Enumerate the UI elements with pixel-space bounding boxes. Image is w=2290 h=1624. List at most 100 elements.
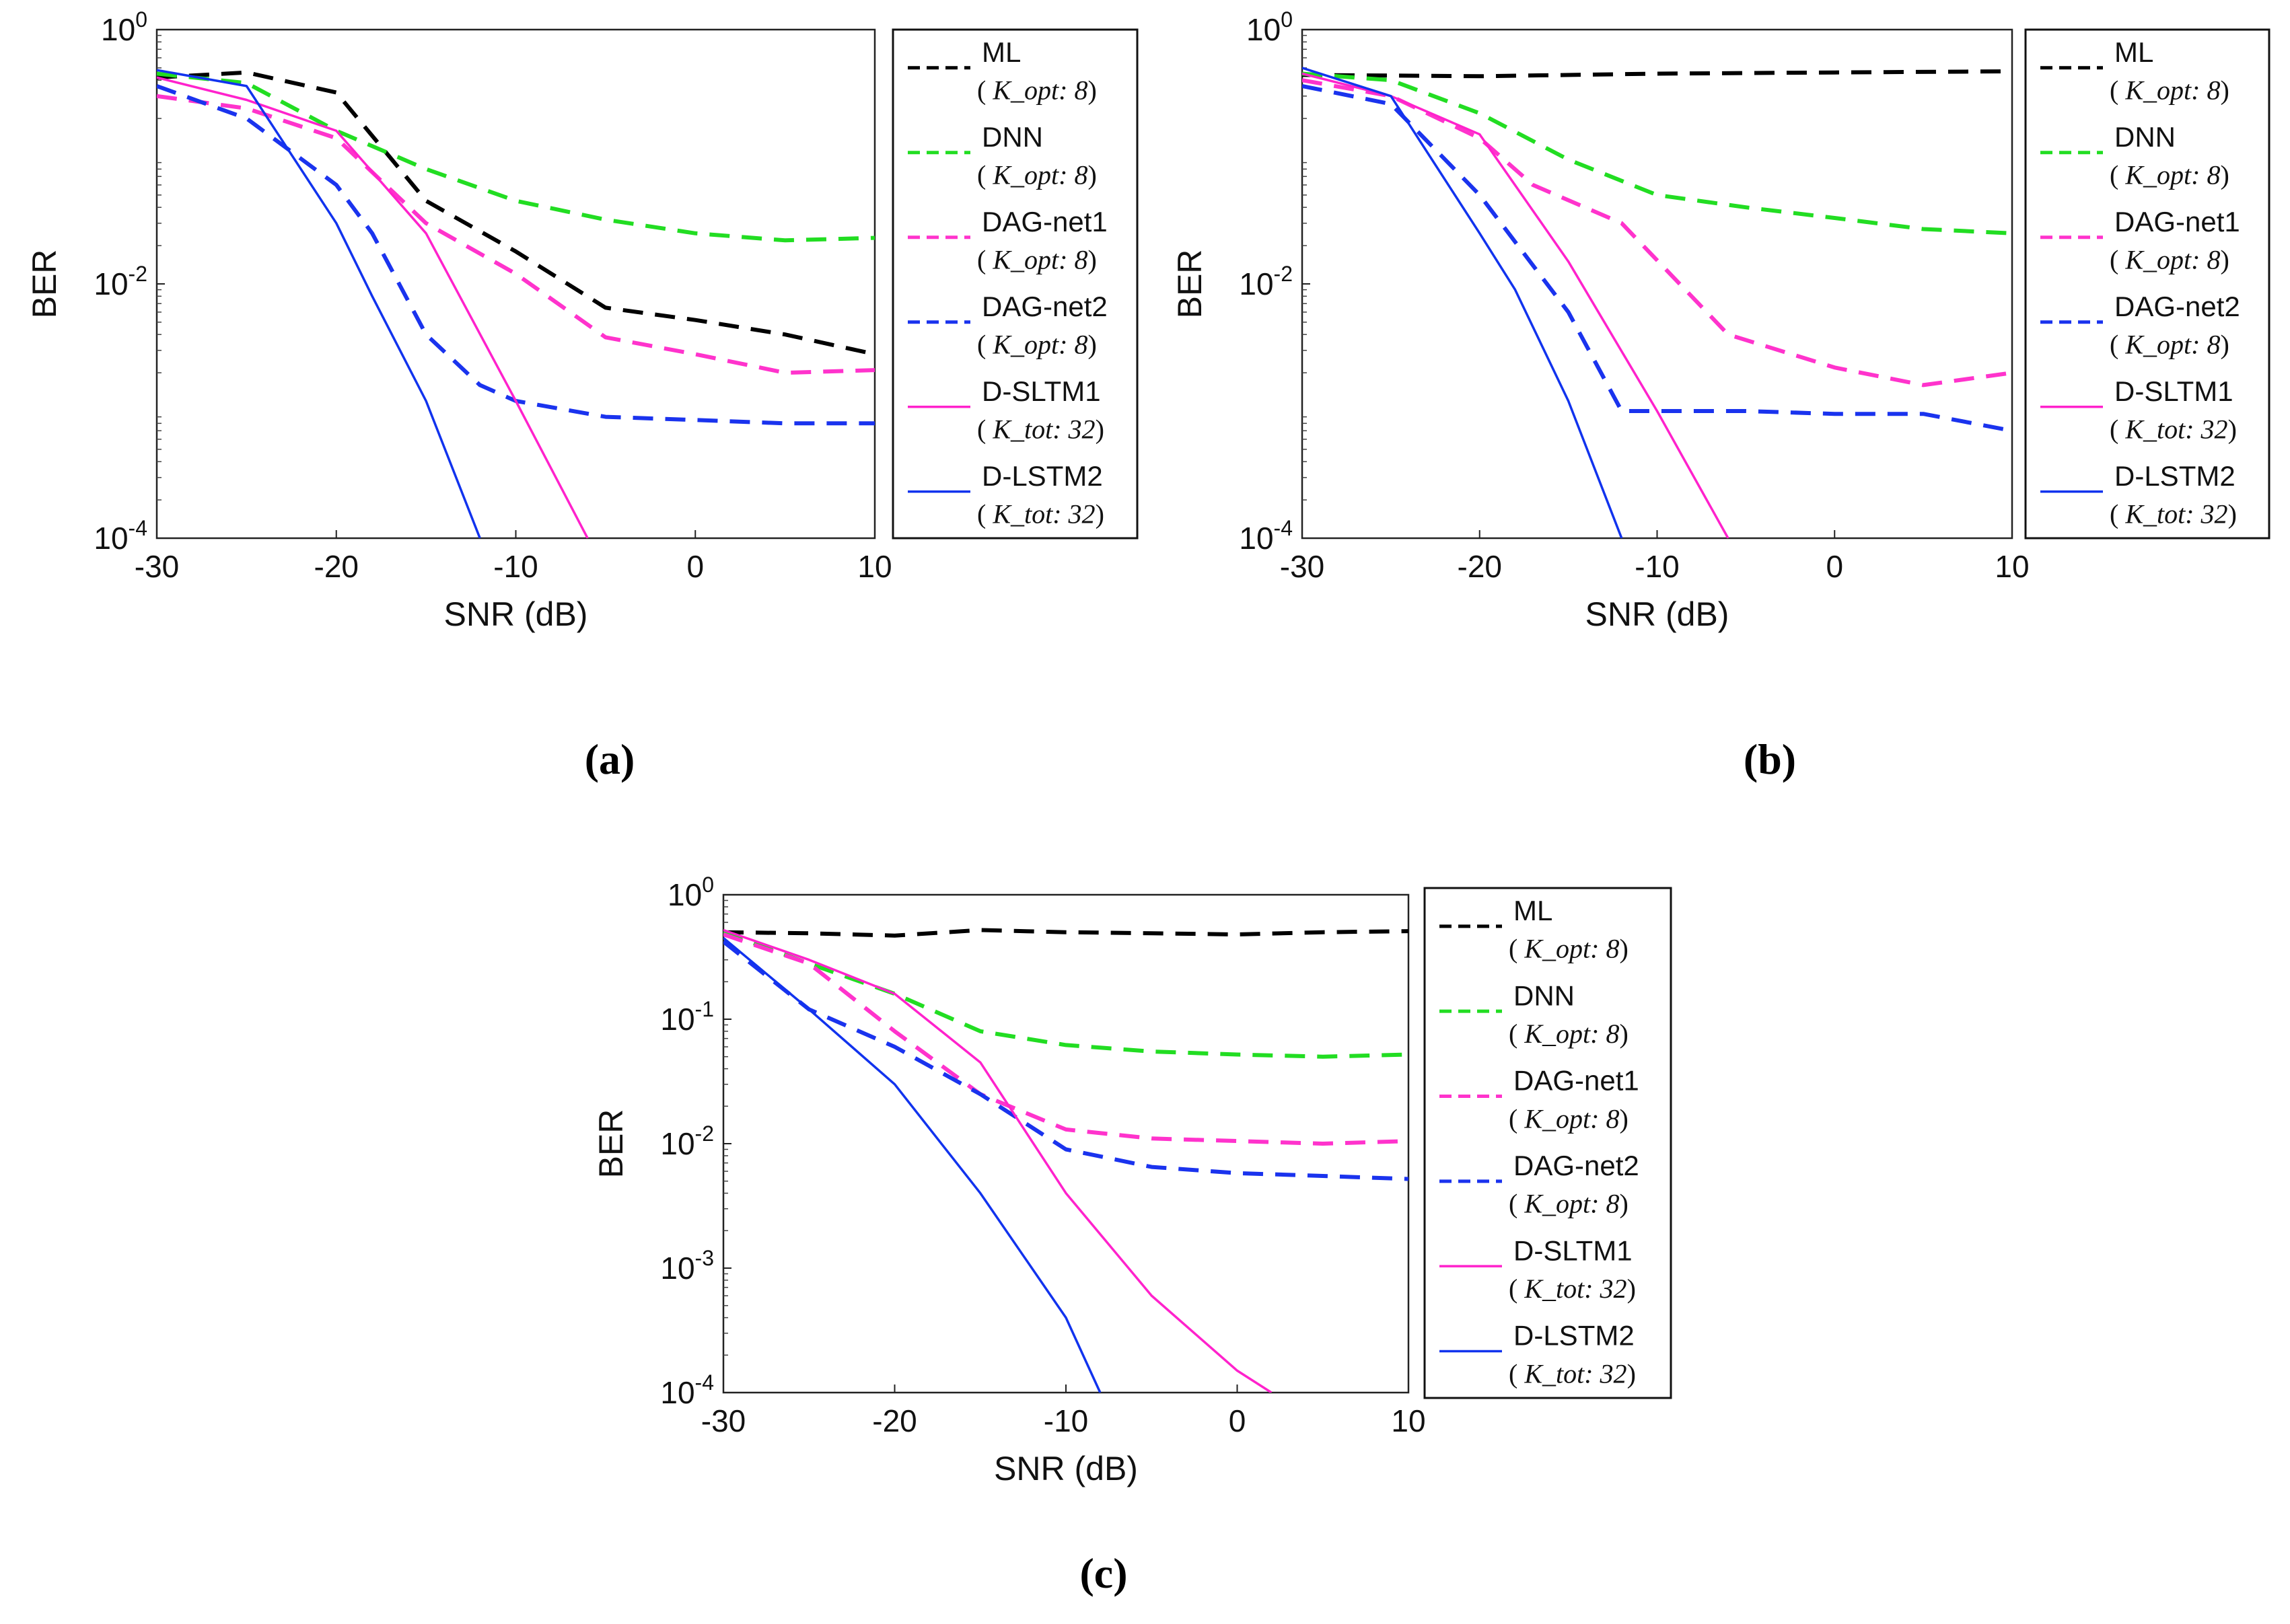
legend-param-text: K_opt: 8: [2124, 244, 2220, 274]
legend-param: ( K_opt: 8): [2110, 159, 2229, 190]
legend-param-close: ): [2228, 414, 2237, 444]
x-tick-label: -20: [1458, 549, 1502, 584]
x-tick-label: 0: [1826, 549, 1843, 584]
y-tick-base: 10: [660, 1375, 694, 1410]
legend-label: ML: [982, 36, 1021, 68]
series-line-dag-net1: [723, 932, 1408, 1146]
legend-param-open: (: [977, 329, 993, 359]
y-tick-base: 10: [94, 266, 128, 301]
legend-param-text: K_tot: 32: [2124, 414, 2227, 444]
x-axis-title: SNR (dB): [444, 595, 588, 633]
y-axis-title: BER: [592, 1109, 630, 1179]
y-tick-base: 10: [94, 521, 128, 556]
legend-param-text: K_tot: 32: [2124, 499, 2227, 529]
legend-param-text: K_opt: 8: [1524, 1103, 1619, 1134]
y-tick-exponent: -1: [695, 997, 714, 1021]
legend-param-text: K_opt: 8: [992, 329, 1087, 359]
x-tick-label: -20: [872, 1403, 917, 1438]
plot-area: [155, 28, 876, 540]
legend-param-text: K_opt: 8: [2124, 75, 2220, 105]
y-tick-label: 10-4: [94, 516, 147, 556]
series-group: [1302, 67, 2012, 538]
legend-param: ( K_opt: 8): [977, 329, 1097, 359]
series-line-d-lstm2: [157, 69, 481, 538]
y-tick-exponent: 0: [702, 873, 714, 897]
y-tick-label: 10-2: [660, 1121, 714, 1161]
legend-param-close: ): [2220, 244, 2229, 274]
plot-area: [1301, 28, 2013, 540]
legend-param-text: K_tot: 32: [992, 414, 1095, 444]
legend-param-text: K_opt: 8: [1524, 1019, 1619, 1049]
x-tick-label: -10: [493, 549, 538, 584]
legend-param-text: K_opt: 8: [2124, 159, 2220, 190]
legend-param-close: ): [1619, 1103, 1628, 1134]
y-tick-base: 10: [660, 1251, 694, 1286]
y-axis-title: BER: [26, 250, 63, 319]
series-line-dnn: [1302, 71, 2012, 235]
x-tick-label: 10: [1391, 1403, 1425, 1438]
legend-param: ( K_tot: 32): [2110, 414, 2237, 444]
legend-label: ML: [2114, 36, 2153, 68]
series-line-ml: [723, 928, 1408, 938]
legend-param-open: (: [1509, 934, 1524, 964]
legend-param: ( K_opt: 8): [2110, 75, 2229, 105]
y-tick-exponent: -4: [695, 1370, 714, 1395]
y-tick-label: 10-4: [1239, 516, 1293, 556]
legend-param-open: (: [1509, 1358, 1524, 1389]
y-tick-label: 10-2: [94, 262, 147, 301]
legend-label: DAG-net2: [982, 291, 1108, 322]
legend-param-text: K_opt: 8: [992, 75, 1087, 105]
x-tick-label: -10: [1635, 549, 1679, 584]
legend-label: DNN: [982, 121, 1043, 153]
legend-label: D-LSTM2: [982, 460, 1103, 492]
series-line-ml: [1302, 69, 2012, 79]
legend-label: DAG-net2: [1513, 1150, 1639, 1181]
legend-param-text: K_tot: 32: [992, 499, 1095, 529]
y-axis-title: BER: [1171, 250, 1209, 319]
legend-param: ( K_opt: 8): [977, 244, 1097, 274]
series-line-dnn: [723, 930, 1408, 1059]
y-tick-exponent: -2: [129, 262, 147, 286]
legend-param-text: K_tot: 32: [1524, 1274, 1626, 1304]
y-tick-base: 10: [1239, 266, 1273, 301]
y-tick-label: 100: [101, 7, 147, 47]
legend-param-open: (: [1509, 1103, 1524, 1134]
legend-param-open: (: [2110, 499, 2125, 529]
x-tick-label: 10: [1995, 549, 2029, 584]
legend-param-close: ): [1096, 414, 1104, 444]
legend-label: DAG-net1: [2114, 206, 2240, 237]
legend-param-close: ): [1627, 1274, 1636, 1304]
legend-param-open: (: [1509, 1019, 1524, 1049]
legend-param: ( K_tot: 32): [977, 414, 1104, 444]
legend-param-close: ): [1619, 1019, 1628, 1049]
series-line-d-sltm1: [723, 928, 1273, 1393]
panel-label: (a): [585, 735, 635, 783]
series-line-dag-net2: [157, 84, 875, 426]
y-tick-base: 10: [1239, 521, 1273, 556]
x-axis-title: SNR (dB): [1585, 595, 1729, 633]
series-line-dag-net2: [1302, 83, 2012, 433]
legend-label: DNN: [1513, 980, 1575, 1011]
y-tick-exponent: -4: [129, 516, 147, 540]
x-tick-label: 0: [686, 549, 704, 584]
legend-param: ( K_tot: 32): [977, 499, 1104, 529]
panel-label: (b): [1744, 735, 1796, 783]
y-tick-base: 10: [660, 1002, 694, 1037]
y-tick-exponent: 0: [1281, 7, 1293, 32]
legend-param-close: ): [1087, 75, 1096, 105]
legend-param-close: ): [2220, 329, 2229, 359]
series-line-d-lstm2: [1302, 67, 1623, 538]
y-tick-label: 100: [668, 873, 714, 912]
legend-param-close: ): [2220, 159, 2229, 190]
x-tick-label: -30: [1280, 549, 1324, 584]
y-tick-label: 10-4: [660, 1370, 714, 1410]
legend-label: D-LSTM2: [1513, 1320, 1635, 1352]
y-tick-exponent: 0: [135, 7, 147, 32]
legend-param-open: (: [2110, 75, 2125, 105]
legend-label: D-SLTM1: [982, 375, 1101, 407]
legend-label: D-LSTM2: [2114, 460, 2235, 492]
legend-param-open: (: [2110, 244, 2125, 274]
legend-param-open: (: [2110, 159, 2125, 190]
